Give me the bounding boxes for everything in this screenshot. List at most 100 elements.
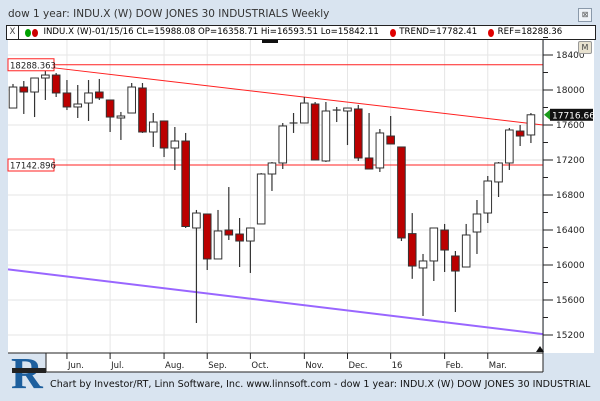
candle-up bbox=[41, 74, 50, 79]
reference-label: 18288.363 bbox=[10, 61, 56, 71]
candle-down bbox=[95, 91, 104, 99]
candle-down bbox=[181, 140, 190, 227]
y-tick-label: 15200 bbox=[556, 331, 585, 341]
candle-up bbox=[494, 162, 503, 183]
candle-up bbox=[526, 114, 536, 136]
candle-up bbox=[375, 132, 385, 169]
candle-down bbox=[224, 229, 234, 236]
candle-up bbox=[429, 227, 439, 262]
up-dot-icon bbox=[24, 28, 31, 37]
candle-up bbox=[246, 227, 255, 242]
x-tick-label: Dec. bbox=[348, 361, 367, 371]
candle-up bbox=[170, 140, 180, 149]
candle-up bbox=[418, 260, 428, 269]
y-tick-label: 16000 bbox=[556, 261, 585, 271]
trend-line bbox=[45, 66, 544, 126]
y-tick-label: 15600 bbox=[556, 296, 585, 306]
candle-down bbox=[310, 103, 320, 161]
candle-up bbox=[8, 86, 18, 109]
candle-up bbox=[73, 103, 83, 108]
y-tick-label: 18400 bbox=[556, 51, 585, 61]
last-price-arrow-icon bbox=[544, 109, 550, 120]
legend-symbol-ohlc: INDU.X (W)-01/15/16 CL=15988.08 OP=16358… bbox=[43, 27, 379, 37]
x-tick-label: Jul. bbox=[110, 361, 124, 371]
reference-label-box bbox=[7, 158, 55, 172]
legend-trend: TREND=17782.41 bbox=[399, 27, 478, 37]
triangle-up-icon[interactable] bbox=[536, 346, 544, 352]
last-price-box bbox=[550, 108, 593, 121]
y-tick-label: 16800 bbox=[556, 191, 585, 201]
window-title: dow 1 year: INDU.X (W) DOW JONES 30 INDU… bbox=[8, 8, 330, 20]
candle-up bbox=[30, 77, 39, 93]
x-tick-label: Oct. bbox=[251, 361, 268, 371]
candle-down bbox=[105, 99, 115, 118]
candle-up bbox=[116, 115, 126, 119]
candle-down bbox=[138, 87, 147, 133]
candle-down bbox=[353, 108, 363, 159]
candle-up bbox=[505, 129, 514, 164]
candle-up bbox=[300, 102, 309, 124]
grid bbox=[8, 40, 543, 353]
candle-up bbox=[256, 173, 266, 225]
candle-up bbox=[267, 162, 277, 175]
candles bbox=[8, 68, 536, 324]
last-price-label: 17716.66 bbox=[552, 111, 595, 121]
last-price-marker: 17716.66 bbox=[544, 108, 595, 121]
x-axis-strip bbox=[46, 353, 543, 372]
y-tick-label: 17600 bbox=[556, 121, 585, 131]
candle-up bbox=[461, 234, 471, 268]
x-tick-label: Jun. bbox=[67, 361, 84, 371]
candle-down bbox=[440, 229, 449, 251]
x-tick-label: Nov. bbox=[305, 361, 324, 371]
candle-down bbox=[407, 233, 417, 267]
candle-down bbox=[19, 86, 29, 93]
down-dot-icon bbox=[31, 28, 38, 37]
legend-bar: X INDU.X (W)-01/15/16 CL=15988.08 OP=163… bbox=[6, 25, 596, 40]
x-tick-label: Aug. bbox=[165, 361, 184, 371]
candle-down bbox=[386, 135, 395, 145]
candle-up bbox=[343, 107, 352, 112]
m-button[interactable]: M bbox=[578, 41, 592, 54]
x-tick-label: Feb. bbox=[446, 361, 464, 371]
candle-up bbox=[127, 86, 136, 114]
candle-up bbox=[483, 180, 493, 214]
y-tick-label: 16400 bbox=[556, 226, 585, 236]
footer-credit: Chart by Investor/RT, Linn Software, Inc… bbox=[50, 379, 591, 390]
ref-dot-icon bbox=[487, 28, 494, 37]
investor-rt-logo: R bbox=[11, 349, 46, 398]
candle-up bbox=[213, 230, 223, 260]
scroll-position-marker[interactable] bbox=[262, 40, 278, 43]
x-tick-label: Mar. bbox=[489, 361, 507, 371]
reference-label-box bbox=[7, 58, 55, 72]
candle-up bbox=[278, 125, 288, 164]
x-tick-label: Sep. bbox=[208, 361, 227, 371]
candle-up bbox=[192, 212, 201, 229]
candle-down bbox=[451, 255, 460, 272]
candle-up bbox=[84, 92, 93, 104]
channel-line bbox=[7, 268, 544, 336]
candle-up bbox=[148, 121, 158, 133]
window-close-button[interactable]: ⊠ bbox=[578, 8, 592, 22]
trend-dot-icon bbox=[389, 28, 396, 37]
candle-down bbox=[364, 157, 374, 170]
y-axis-strip bbox=[544, 40, 594, 353]
candle-down bbox=[235, 233, 244, 242]
candle-down bbox=[62, 92, 72, 108]
y-tick-label: 18000 bbox=[556, 86, 585, 96]
candle-up bbox=[472, 213, 482, 233]
candle-down bbox=[202, 213, 212, 260]
candle-down bbox=[515, 130, 525, 137]
candle-up bbox=[321, 110, 331, 162]
reference-labels: 18288.363 17142.896 bbox=[7, 58, 56, 172]
logo-letter: R bbox=[11, 349, 44, 398]
x-tick-label: 16 bbox=[392, 361, 403, 371]
legend-close-button[interactable]: X bbox=[7, 26, 19, 39]
legend-ref: REF=18288.36 bbox=[497, 27, 563, 37]
candle-down bbox=[51, 74, 61, 94]
y-tick-label: 17200 bbox=[556, 156, 585, 166]
x-axis: Jun. Jul. Aug. Sep. Oct. Nov. Dec. 16 Feb. Mar. bbox=[66, 353, 507, 371]
reference-label: 17142.896 bbox=[10, 161, 56, 171]
candle-down bbox=[159, 120, 169, 149]
candle-down bbox=[397, 146, 406, 239]
